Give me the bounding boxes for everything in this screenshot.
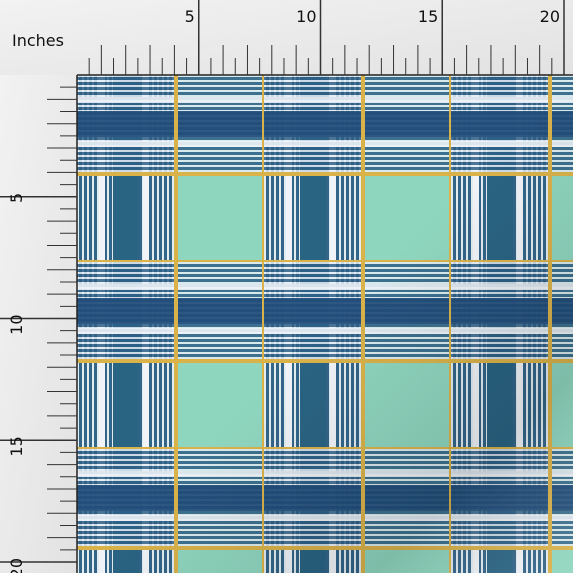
top-ruler-label: 10 xyxy=(296,7,316,26)
left-ruler-label: 20 xyxy=(7,558,26,573)
left-ruler-label: 10 xyxy=(7,315,26,335)
left-ruler xyxy=(0,75,77,573)
top-ruler-label: 15 xyxy=(418,7,438,26)
top-ruler-label: 20 xyxy=(540,7,560,26)
fabric-shade xyxy=(77,75,573,573)
top-ruler-label: 5 xyxy=(185,7,195,26)
left-ruler-label: 5 xyxy=(7,193,26,203)
unit-label: Inches xyxy=(12,31,64,50)
left-ruler-label: 15 xyxy=(7,436,26,456)
top-ruler xyxy=(0,0,573,75)
